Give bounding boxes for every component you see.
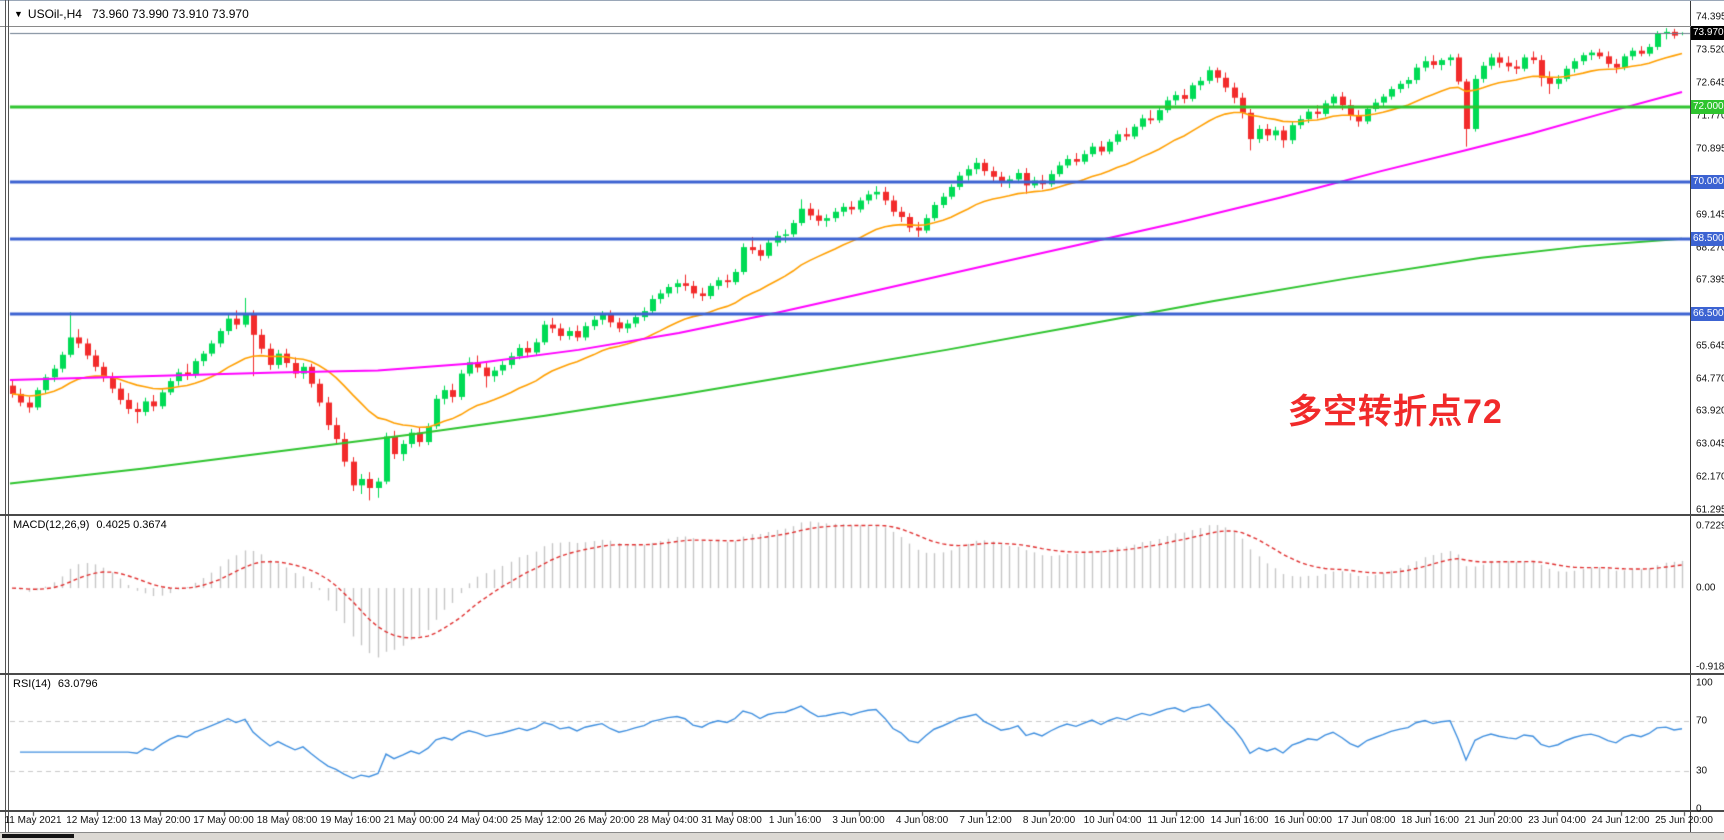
price-line-badge: 68.500 [1691, 231, 1724, 246]
date-label: 1 Jun 16:00 [768, 815, 822, 826]
date-label: 23 Jun 04:00 [1528, 815, 1586, 826]
date-label: 11 Jun 12:00 [1147, 815, 1205, 826]
date-label: 28 May 04:00 [637, 815, 699, 826]
date-label: 7 Jun 12:00 [959, 815, 1012, 826]
rsi-tick-label: 70 [1696, 715, 1708, 727]
date-label: 12 May 12:00 [66, 815, 127, 826]
window-left-frame [5, 0, 6, 832]
price-tick-label: 63.920 [1696, 405, 1724, 417]
price-axis[interactable] [1690, 0, 1724, 832]
price-tick-label: 72.645 [1696, 77, 1724, 89]
date-label: 4 Jun 08:00 [895, 815, 949, 826]
pane-separator-main-macd[interactable] [0, 514, 1724, 516]
date-label: 25 May 12:00 [510, 815, 572, 826]
price-line-badge: 73.970 [1691, 25, 1724, 40]
macd-tick-label: 0.7229 [1696, 520, 1724, 532]
price-tick-label: 70.895 [1696, 143, 1724, 155]
date-label: 21 Jun 20:00 [1464, 815, 1523, 826]
bottom-scrollbar-thumb[interactable] [2, 834, 74, 838]
macd-tick-label: 0.00 [1696, 582, 1716, 594]
chart-left-border [8, 0, 9, 832]
price-tick-label: 71.770 [1696, 110, 1724, 122]
date-label: 17 Jun 08:00 [1337, 815, 1396, 826]
price-tick-label: 65.645 [1696, 340, 1724, 352]
bottom-scrollbar-track[interactable] [0, 832, 1724, 840]
price-tick-label: 64.770 [1696, 373, 1724, 385]
macd-indicator-label: MACD(12,26,9) 0.4025 0.3674 [13, 519, 167, 531]
price-tick-label: 68.270 [1696, 242, 1724, 253]
ohlc-values-label: 73.960 73.990 73.910 73.970 [91, 6, 249, 21]
date-label: 19 May 16:00 [320, 815, 381, 826]
pane-separator-rsi-dates [0, 810, 1724, 812]
rsi-tick-label: 0 [1696, 803, 1702, 815]
rsi-tick-label: 100 [1696, 677, 1713, 689]
price-tick-label: 73.520 [1696, 44, 1724, 56]
rsi-indicator-label: RSI(14) 63.0796 [13, 678, 98, 690]
date-label: 21 May 00:00 [383, 815, 445, 826]
rsi-tick-label: 30 [1696, 765, 1708, 777]
date-label: 24 Jun 12:00 [1591, 815, 1650, 826]
dropdown-arrow-icon[interactable]: ▼ [14, 8, 23, 19]
price-tick-label: 67.395 [1696, 274, 1724, 286]
macd-tick-label: -0.9185 [1696, 661, 1724, 673]
date-label: 31 May 08:00 [701, 815, 762, 826]
price-line-badge: 70.000 [1691, 175, 1724, 190]
macd-name: MACD(12,26,9) [13, 519, 90, 531]
date-label: 16 Jun 00:00 [1274, 815, 1332, 826]
date-label: 18 Jun 16:00 [1401, 815, 1459, 826]
date-label: 11 May 2021 [4, 815, 62, 826]
date-label: 13 May 20:00 [129, 815, 191, 826]
rsi-value: 63.0796 [57, 678, 98, 690]
price-line-badge: 72.000 [1691, 100, 1724, 115]
pane-separator-macd-rsi[interactable] [0, 673, 1724, 675]
price-line-badge: 66.500 [1691, 307, 1724, 322]
price-tick-label: 74.395 [1696, 11, 1724, 23]
date-label: 14 Jun 16:00 [1210, 815, 1269, 826]
macd-values: 0.4025 0.3674 [96, 519, 167, 531]
annotation-text: 多空转折点72 [1288, 393, 1503, 431]
price-tick-label: 63.045 [1696, 438, 1724, 450]
date-label: 8 Jun 20:00 [1022, 815, 1076, 826]
chart-titlebar: ▼ USOil-,H4 73.960 73.990 73.910 73.970 [0, 0, 1724, 27]
symbol-timeframe-label: USOil-,H4 [27, 6, 82, 21]
date-label: 26 May 20:00 [574, 815, 635, 826]
date-label: 18 May 08:00 [256, 815, 318, 826]
date-label: 3 Jun 00:00 [832, 815, 885, 826]
date-label: 24 May 04:00 [447, 815, 508, 826]
rsi-name: RSI(14) [13, 678, 51, 690]
date-label: 25 Jun 20:00 [1655, 815, 1713, 826]
price-tick-label: 61.295 [1696, 504, 1724, 516]
date-label: 10 Jun 04:00 [1083, 815, 1142, 826]
price-tick-label: 62.170 [1696, 471, 1724, 483]
price-tick-label: 69.145 [1696, 209, 1724, 221]
date-label: 17 May 00:00 [193, 815, 254, 826]
